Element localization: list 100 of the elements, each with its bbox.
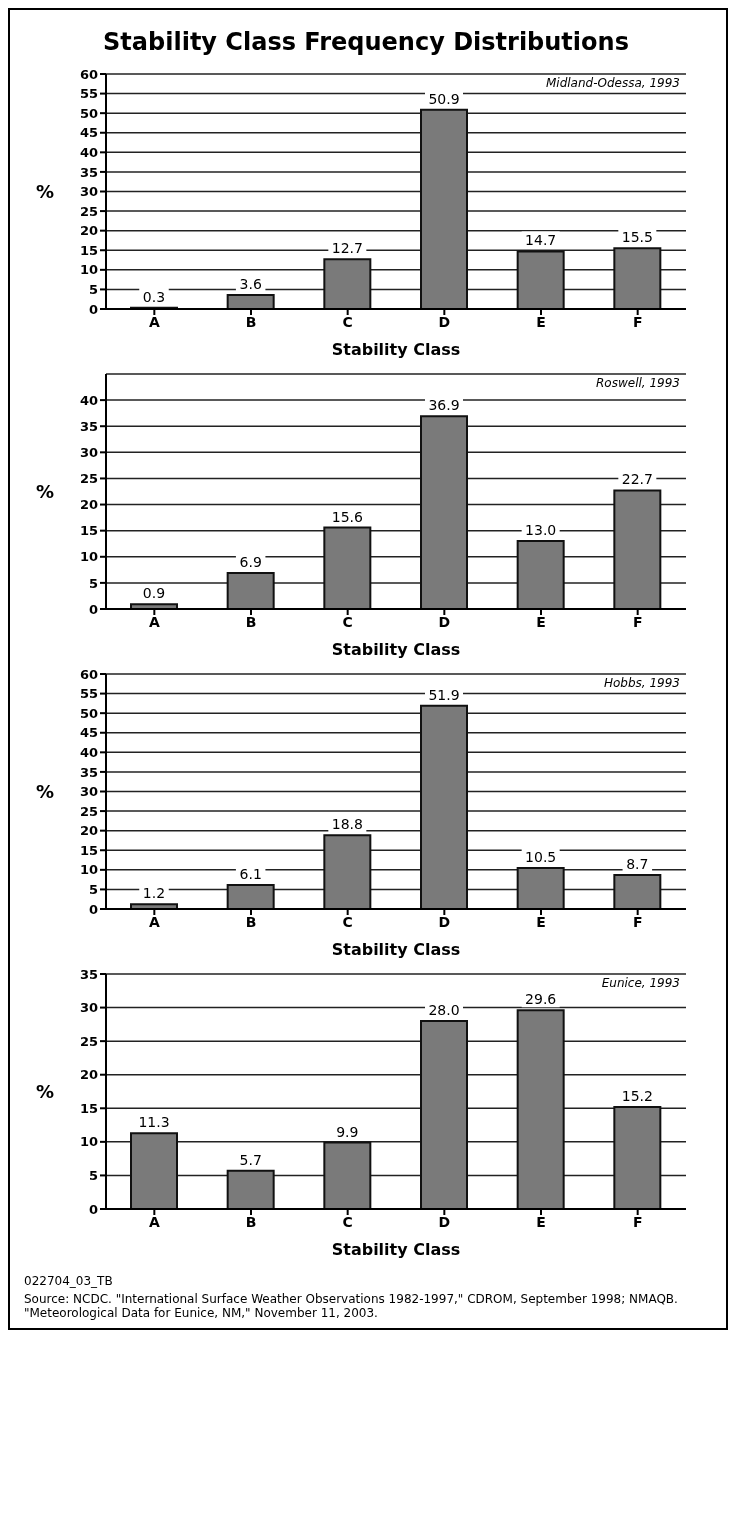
x-tick-label: C bbox=[342, 1213, 353, 1230]
y-tick-label: 55 bbox=[79, 86, 98, 102]
x-tick-label: A bbox=[148, 313, 160, 330]
y-tick-label: 5 bbox=[88, 575, 98, 591]
y-tick-label: 35 bbox=[79, 966, 98, 982]
y-axis-title: % bbox=[36, 780, 55, 802]
y-tick-label: 50 bbox=[79, 705, 98, 721]
data-label: 13.0 bbox=[525, 522, 557, 539]
y-tick-label: 25 bbox=[79, 1033, 98, 1049]
chart-subtitle: Midland-Odessa, 1993 bbox=[543, 76, 682, 90]
y-tick-label: 20 bbox=[79, 223, 98, 239]
y-tick-label: 40 bbox=[79, 144, 98, 160]
data-label: 6.9 bbox=[239, 553, 262, 570]
y-tick-label: 0 bbox=[88, 601, 98, 617]
x-tick-label: B bbox=[245, 913, 257, 930]
x-tick-label: F bbox=[632, 613, 643, 630]
data-label: 6.1 bbox=[239, 866, 262, 883]
data-label: 15.6 bbox=[331, 508, 364, 525]
y-tick-label: 35 bbox=[79, 164, 98, 180]
y-tick-label: 5 bbox=[88, 1168, 98, 1184]
x-tick-label: F bbox=[632, 313, 643, 330]
y-tick-label: 30 bbox=[79, 1000, 98, 1016]
y-tick-label: 0 bbox=[88, 1201, 98, 1217]
x-tick-label: A bbox=[148, 613, 160, 630]
x-axis-title: Stability Class bbox=[331, 940, 461, 959]
chart-subtitle: Roswell, 1993 bbox=[594, 376, 682, 390]
y-tick-label: 10 bbox=[79, 862, 98, 878]
y-tick-label: 45 bbox=[79, 125, 98, 141]
y-tick-label: 5 bbox=[88, 882, 98, 898]
x-axis-title: Stability Class bbox=[331, 1240, 461, 1259]
y-tick-label: 10 bbox=[79, 549, 98, 565]
x-tick-label: B bbox=[245, 613, 257, 630]
y-tick-label: 30 bbox=[79, 184, 98, 200]
y-tick-label: 20 bbox=[79, 497, 98, 513]
text: 022704_03_TB bbox=[23, 1274, 114, 1288]
y-tick-label: 15 bbox=[79, 842, 98, 858]
y-tick-label: 25 bbox=[79, 203, 98, 219]
data-label: 9.9 bbox=[336, 1123, 359, 1140]
data-label: 8.7 bbox=[626, 855, 649, 872]
data-label: 0.3 bbox=[142, 288, 166, 305]
y-tick-label: 0 bbox=[88, 301, 98, 317]
data-label: 11.3 bbox=[138, 1114, 170, 1131]
y-tick-label: 15 bbox=[79, 242, 98, 258]
y-tick-label: 20 bbox=[79, 1067, 98, 1083]
x-tick-label: E bbox=[536, 613, 546, 630]
data-label: 3.6 bbox=[239, 275, 262, 292]
x-axis-title: Stability Class bbox=[331, 640, 461, 659]
data-label: 5.7 bbox=[239, 1151, 262, 1168]
data-label: 36.9 bbox=[428, 397, 460, 414]
data-label: 18.8 bbox=[331, 816, 363, 833]
x-tick-label: C bbox=[342, 913, 353, 930]
y-tick-label: 20 bbox=[79, 823, 98, 839]
y-tick-label: 30 bbox=[79, 444, 98, 460]
y-tick-label: 10 bbox=[79, 1134, 98, 1150]
y-tick-label: 35 bbox=[79, 764, 98, 780]
chart-subtitle: Hobbs, 1993 bbox=[601, 676, 682, 690]
chart-title: Stability Class Frequency Distributions bbox=[102, 27, 630, 58]
x-tick-label: D bbox=[438, 913, 451, 930]
x-tick-label: C bbox=[342, 313, 353, 330]
data-label: 28.0 bbox=[428, 1002, 460, 1018]
x-tick-label: E bbox=[536, 913, 546, 930]
y-tick-label: 55 bbox=[79, 686, 98, 702]
x-tick-label: E bbox=[536, 313, 546, 330]
y-tick-label: 45 bbox=[79, 725, 98, 741]
data-label: 22.7 bbox=[621, 471, 653, 488]
data-label: 1.2 bbox=[142, 885, 166, 902]
x-tick-label: F bbox=[632, 913, 643, 930]
y-tick-label: 25 bbox=[79, 471, 98, 487]
y-tick-label: 10 bbox=[79, 262, 98, 278]
data-label: 15.5 bbox=[621, 229, 653, 246]
data-label: 50.9 bbox=[428, 90, 460, 107]
x-tick-label: E bbox=[536, 1213, 546, 1230]
data-label: 51.9 bbox=[428, 686, 460, 703]
chart-subtitle: Eunice, 1993 bbox=[599, 976, 682, 990]
x-axis-title: Stability Class bbox=[331, 340, 461, 359]
data-label: 15.2 bbox=[621, 1087, 653, 1104]
y-tick-label: 25 bbox=[79, 803, 98, 819]
y-tick-label: 40 bbox=[79, 392, 98, 408]
y-tick-label: 5 bbox=[88, 282, 98, 298]
x-tick-label: B bbox=[245, 1213, 257, 1230]
x-tick-label: D bbox=[438, 1213, 451, 1230]
y-tick-label: 0 bbox=[88, 901, 98, 917]
y-tick-label: 40 bbox=[79, 744, 98, 760]
x-tick-label: D bbox=[438, 313, 451, 330]
data-label: 12.7 bbox=[331, 240, 363, 257]
y-axis-title: % bbox=[36, 1080, 55, 1102]
x-tick-label: F bbox=[632, 1213, 643, 1230]
y-tick-label: 50 bbox=[79, 105, 98, 121]
data-label: 0.9 bbox=[142, 585, 166, 602]
y-tick-label: 15 bbox=[79, 523, 98, 539]
data-label: 29.6 bbox=[525, 991, 557, 1008]
y-axis-title: % bbox=[36, 180, 55, 202]
y-axis-title: % bbox=[36, 480, 55, 502]
y-tick-label: 15 bbox=[79, 1100, 98, 1116]
y-tick-label: 60 bbox=[79, 66, 98, 82]
data-label: 14.7 bbox=[525, 232, 557, 249]
data-label: 10.5 bbox=[525, 848, 557, 865]
source-note: Source: NCDC. "International Surface Weather Observations 1982-1997," CDROM, September 1998; NMAQB. "Meteorological Data for Eunice, NM," November 11, 2003. bbox=[23, 1292, 679, 1320]
x-tick-label: C bbox=[342, 613, 353, 630]
y-tick-label: 35 bbox=[79, 418, 98, 434]
